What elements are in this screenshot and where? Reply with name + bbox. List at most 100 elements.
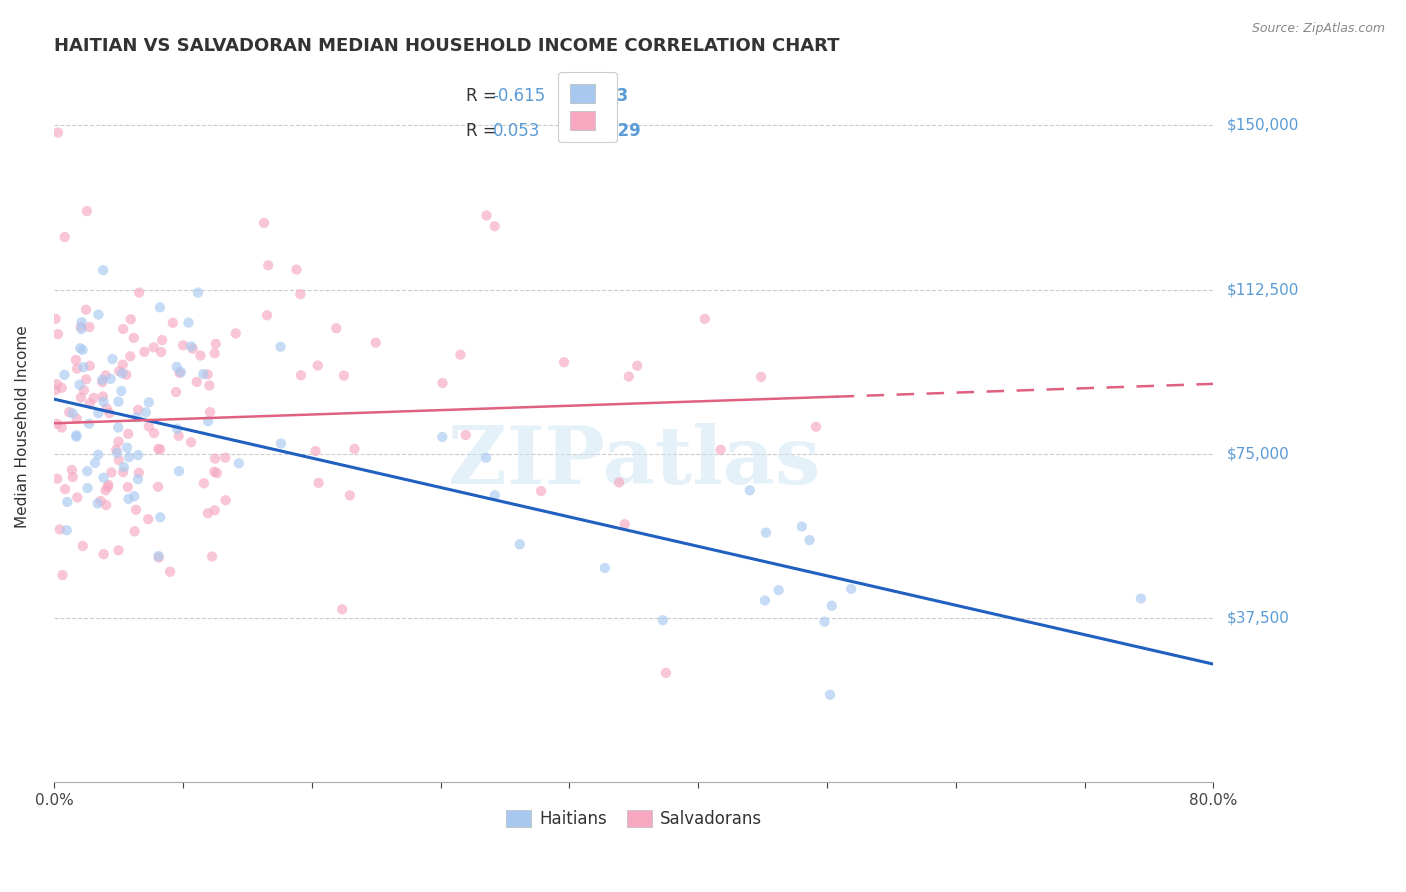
Point [84, 456, 107, 470]
Text: R =: R = [465, 87, 502, 104]
Point [107, 434, 129, 449]
Legend: Haitians, Salvadorans: Haitians, Salvadorans [499, 803, 769, 835]
Point [127, 448, 149, 462]
Text: Source: ZipAtlas.com: Source: ZipAtlas.com [1251, 22, 1385, 36]
Point [120, 312, 142, 326]
Point [149, 510, 172, 524]
Point [122, 489, 145, 503]
Point [107, 420, 129, 434]
Point [87, 308, 110, 322]
Point [69, 391, 91, 405]
Point [839, 582, 862, 596]
Point [135, 405, 157, 419]
Point [617, 369, 640, 384]
Text: -0.615: -0.615 [492, 87, 546, 104]
Point [49, 523, 72, 537]
Point [790, 519, 813, 533]
Point [290, 287, 312, 301]
Text: ZIPatlas: ZIPatlas [447, 423, 820, 501]
Point [46, 126, 69, 140]
Point [51, 420, 73, 434]
Point [270, 436, 292, 450]
Point [307, 359, 329, 373]
Point [148, 549, 170, 563]
Point [304, 444, 326, 458]
Point [167, 429, 190, 443]
Point [187, 285, 209, 300]
Point [111, 358, 134, 372]
Point [333, 368, 356, 383]
Point [117, 426, 139, 441]
Point [475, 209, 498, 223]
Point [181, 342, 204, 356]
Point [432, 430, 454, 444]
Point [94, 498, 117, 512]
Point [755, 525, 778, 540]
Point [150, 333, 173, 347]
Point [67, 377, 90, 392]
Point [180, 435, 202, 450]
Point [821, 599, 844, 613]
Point [450, 348, 472, 362]
Point [364, 335, 387, 350]
Point [165, 385, 187, 400]
Point [66, 361, 89, 376]
Point [118, 450, 141, 465]
Point [148, 550, 170, 565]
Point [56, 495, 79, 509]
Point [484, 219, 506, 234]
Point [77, 417, 100, 431]
Point [115, 441, 138, 455]
Point [693, 311, 716, 326]
Point [166, 422, 188, 436]
Point [290, 368, 312, 383]
Point [75, 372, 97, 386]
Point [149, 301, 172, 315]
Text: 129: 129 [606, 121, 641, 139]
Point [215, 493, 238, 508]
Point [65, 353, 87, 368]
Text: N =: N = [582, 87, 613, 104]
Point [105, 442, 128, 457]
Point [475, 450, 498, 465]
Point [180, 339, 202, 353]
Point [117, 480, 139, 494]
Point [204, 346, 226, 360]
Point [205, 466, 228, 480]
Text: N =: N = [582, 121, 613, 139]
Point [45, 383, 67, 397]
Point [768, 583, 790, 598]
Point [308, 475, 330, 490]
Point [66, 491, 89, 505]
Text: 73: 73 [606, 87, 630, 104]
Point [142, 340, 165, 354]
Point [51, 381, 73, 395]
Point [710, 442, 733, 457]
Point [177, 316, 200, 330]
Point [46, 377, 69, 392]
Point [143, 426, 166, 441]
Point [62, 470, 84, 484]
Point [626, 359, 648, 373]
Point [190, 349, 212, 363]
Point [112, 465, 135, 479]
Point [253, 216, 276, 230]
Point [86, 496, 108, 510]
Point [112, 460, 135, 475]
Point [69, 319, 91, 334]
Point [124, 524, 146, 539]
Text: $37,500: $37,500 [1227, 611, 1291, 625]
Point [149, 442, 172, 457]
Point [257, 258, 280, 272]
Point [72, 343, 94, 357]
Text: $75,000: $75,000 [1227, 446, 1289, 461]
Point [749, 370, 772, 384]
Point [167, 464, 190, 478]
Point [193, 476, 215, 491]
Point [107, 543, 129, 558]
Point [754, 593, 776, 607]
Point [120, 349, 142, 363]
Point [818, 688, 841, 702]
Point [56, 523, 79, 537]
Point [93, 394, 115, 409]
